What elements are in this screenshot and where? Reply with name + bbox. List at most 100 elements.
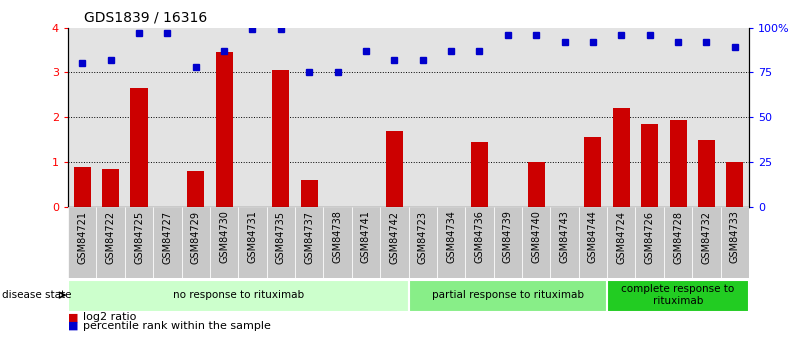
Text: log2 ratio: log2 ratio [83, 313, 136, 322]
Bar [721, 207, 749, 278]
Text: GSM84736: GSM84736 [474, 210, 485, 264]
Bar [210, 28, 239, 207]
Bar [522, 28, 550, 207]
Bar [386, 131, 403, 207]
Bar [74, 167, 91, 207]
Bar [664, 28, 692, 207]
Text: GSM84737: GSM84737 [304, 210, 314, 264]
Bar [493, 28, 522, 207]
Bar [635, 28, 664, 207]
Text: GSM84734: GSM84734 [446, 210, 456, 264]
Text: GSM84742: GSM84742 [389, 210, 400, 264]
Bar [295, 28, 324, 207]
Bar [352, 28, 380, 207]
Bar [239, 207, 267, 278]
Bar [409, 279, 607, 312]
Text: GSM84727: GSM84727 [163, 210, 172, 264]
Bar [68, 207, 96, 278]
Bar [727, 162, 743, 207]
Text: GSM84723: GSM84723 [417, 210, 428, 264]
Bar [96, 207, 125, 278]
Bar [210, 207, 239, 278]
Bar [578, 207, 607, 278]
Text: GSM84731: GSM84731 [248, 210, 257, 264]
Bar [409, 28, 437, 207]
Bar [272, 70, 289, 207]
Bar [380, 28, 409, 207]
Text: GSM84732: GSM84732 [702, 210, 711, 264]
Text: GSM84735: GSM84735 [276, 210, 286, 264]
Bar [550, 28, 578, 207]
Bar [465, 207, 493, 278]
Bar [635, 207, 664, 278]
Bar [585, 137, 602, 207]
Bar [324, 207, 352, 278]
Bar [607, 28, 635, 207]
Text: GSM84726: GSM84726 [645, 210, 654, 264]
Text: GSM84728: GSM84728 [673, 210, 683, 264]
Bar [409, 207, 437, 278]
Bar [471, 142, 488, 207]
Text: GSM84729: GSM84729 [191, 210, 201, 264]
Text: no response to rituximab: no response to rituximab [173, 290, 304, 300]
Text: complete response to
rituximab: complete response to rituximab [622, 284, 735, 306]
Bar [125, 207, 153, 278]
Bar [103, 169, 119, 207]
Bar [670, 119, 686, 207]
Bar [187, 171, 204, 207]
Bar [68, 28, 96, 207]
Bar [493, 207, 522, 278]
Bar [96, 28, 125, 207]
Bar [641, 124, 658, 207]
Bar [182, 28, 210, 207]
Bar [692, 28, 721, 207]
Text: disease state: disease state [2, 290, 71, 300]
Text: ■: ■ [68, 321, 78, 331]
Text: GSM84743: GSM84743 [560, 210, 570, 264]
Bar [437, 207, 465, 278]
Text: GSM84724: GSM84724 [616, 210, 626, 264]
Bar [578, 28, 607, 207]
Text: GSM84738: GSM84738 [332, 210, 343, 264]
Bar [607, 279, 749, 312]
Bar [550, 207, 578, 278]
Bar [267, 207, 295, 278]
Bar [125, 28, 153, 207]
Bar [380, 207, 409, 278]
Text: GSM84741: GSM84741 [361, 210, 371, 264]
Bar [153, 28, 182, 207]
Text: GSM84744: GSM84744 [588, 210, 598, 264]
Text: percentile rank within the sample: percentile rank within the sample [83, 321, 271, 331]
Bar [613, 108, 630, 207]
Bar [352, 207, 380, 278]
Text: GSM84740: GSM84740 [531, 210, 541, 264]
Bar [437, 28, 465, 207]
Text: GSM84725: GSM84725 [134, 210, 144, 264]
Text: GSM84733: GSM84733 [730, 210, 740, 264]
Bar [692, 207, 721, 278]
Bar [215, 52, 232, 207]
Bar [300, 180, 318, 207]
Bar [131, 88, 147, 207]
Bar [324, 28, 352, 207]
Text: GSM84721: GSM84721 [77, 210, 87, 264]
Text: GSM84739: GSM84739 [503, 210, 513, 264]
Bar [295, 207, 324, 278]
Text: ■: ■ [68, 313, 78, 322]
Bar [267, 28, 295, 207]
Text: GSM84722: GSM84722 [106, 210, 115, 264]
Bar [522, 207, 550, 278]
Text: GDS1839 / 16316: GDS1839 / 16316 [84, 10, 207, 24]
Bar [239, 28, 267, 207]
Bar [153, 207, 182, 278]
Bar [664, 207, 692, 278]
Bar [68, 279, 409, 312]
Text: partial response to rituximab: partial response to rituximab [432, 290, 584, 300]
Bar [465, 28, 493, 207]
Bar [607, 207, 635, 278]
Bar [698, 140, 714, 207]
Text: GSM84730: GSM84730 [219, 210, 229, 264]
Bar [182, 207, 210, 278]
Bar [721, 28, 749, 207]
Bar [528, 162, 545, 207]
